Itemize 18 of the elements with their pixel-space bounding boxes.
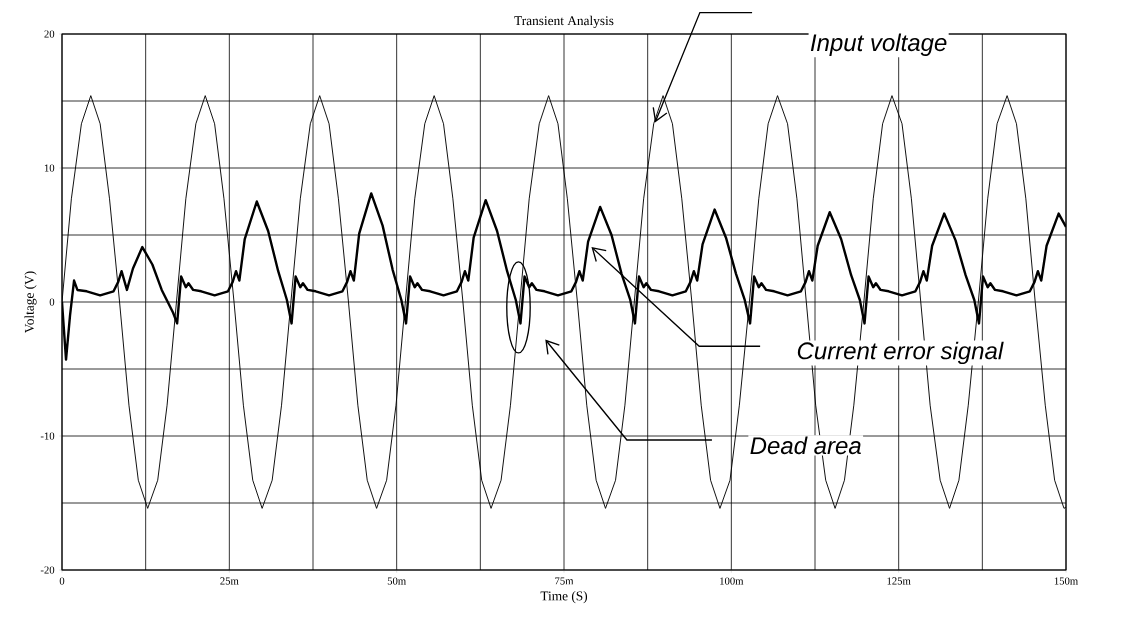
annotation: Dead area — [750, 436, 861, 455]
y-tick-label: -20 — [40, 566, 55, 574]
x-tick-label: 50m — [387, 577, 406, 585]
x-tick-label: 125m — [887, 577, 911, 585]
y-tick-label: 20 — [44, 30, 55, 38]
x-tick-label: 100m — [720, 577, 744, 585]
chart-title: Transient Analysis — [514, 15, 614, 28]
x-tick-label: 75m — [555, 577, 574, 585]
x-axis-title: Time (S) — [540, 591, 588, 604]
x-tick-label: 150m — [1054, 577, 1078, 585]
x-tick-label: 25m — [220, 577, 239, 585]
annotation: Current error signal — [797, 341, 1004, 365]
y-tick-label: -10 — [40, 432, 55, 440]
y-tick-label: 10 — [44, 164, 55, 172]
y-tick-label: 0 — [49, 298, 55, 306]
annotation: Input voltage — [810, 33, 947, 56]
x-tick-label: 0 — [59, 577, 65, 585]
y-axis-title: Voltage (V) — [24, 271, 37, 334]
